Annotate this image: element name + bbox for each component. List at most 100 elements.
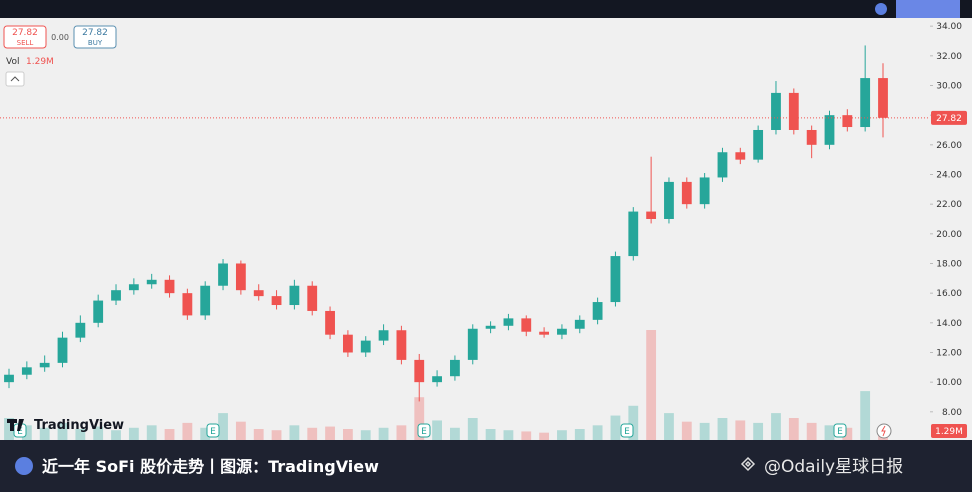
volume-bar [182,422,193,440]
earnings-box [833,423,847,438]
candle-body [878,78,888,118]
candle-body [414,359,425,383]
volume-bar [271,430,282,440]
volume-bar [164,429,175,440]
candle-body [325,310,335,335]
volume-bar [307,427,318,440]
y-tick-label: 10.00 [936,378,962,388]
candle-body [753,129,764,160]
candle-body [360,340,371,353]
watermark-icon [740,456,756,472]
candle-body [610,256,621,303]
volume-bar [717,418,728,440]
lightning-icon [881,425,886,437]
y-tick-label: 24.00 [936,170,962,180]
volume-title: Vol [6,57,19,67]
volume-bar [664,413,674,440]
candle-body [592,302,603,320]
volume-bar [414,397,425,440]
candle-body [842,115,853,128]
volume-bar [824,425,835,440]
candle-body [717,152,728,178]
volume-bar [699,422,710,440]
volume-bar [771,413,781,440]
earnings-box [417,423,431,438]
candle-body [450,359,460,377]
candle-body [503,318,514,326]
candle-body [111,290,121,301]
y-tick-label: 18.00 [936,259,962,269]
candle-body [557,328,567,335]
logo-text: TradingView [34,418,124,433]
volume-bar [592,425,603,440]
caption: 近一年 SoFi 股价走势丨图源：TradingView [42,457,379,476]
volume-bar [450,427,460,440]
volume-value: 1.29M [26,57,54,67]
collapse-button[interactable] [5,71,25,87]
candle-body [806,129,817,145]
volume-box [931,424,967,438]
earnings-marker: E [421,427,427,437]
candle-body [235,263,246,291]
watermark: @Odaily星球日报 [764,457,903,477]
candle-body [664,181,674,219]
volume-bar [93,426,104,440]
candle-body [860,78,871,128]
top-dot [875,3,887,15]
earnings-marker: E [837,427,843,437]
sell-box[interactable] [3,25,47,49]
candle-body [218,263,228,286]
volume-bar [521,431,532,440]
candle-body [93,300,104,323]
buy-label: BUY [88,39,103,47]
candle-body [253,290,264,297]
top-bar [0,0,972,18]
y-tick-label: 16.00 [936,289,962,299]
volume-bar [628,405,639,440]
volume-bar [75,429,86,440]
earnings-marker: E [210,427,216,437]
volume-bar [735,420,746,440]
candle-body [4,374,14,383]
candle-body [289,285,300,306]
buy-price: 27.82 [82,28,108,38]
candle-body [539,331,550,335]
volume-bar [557,430,567,440]
candle-body [21,367,32,375]
earnings-marker: E [17,427,23,437]
candle-body [146,279,157,285]
earnings-marker: E [624,427,630,437]
volume-bar [753,422,764,440]
volume-bar [681,421,692,440]
last-price-box [931,110,967,125]
volume-bar [360,430,371,440]
chart-area [0,18,972,440]
candle-body [307,285,318,311]
y-tick-label: 26.00 [936,141,962,151]
volume-bar [218,413,228,440]
sell-price: 27.82 [12,28,38,38]
y-tick-label: 12.00 [936,348,962,358]
volume-bar [4,418,14,440]
candle-body [75,322,86,338]
candle-body [646,211,657,219]
candle-body [467,328,478,360]
candle-body [735,152,746,160]
candle-body [182,293,193,316]
volume-bar [574,429,585,440]
buy-box[interactable] [73,25,117,49]
volume-bar [432,420,442,440]
volume-bar [342,429,353,440]
volume-bar [200,427,211,440]
candle-body [681,181,692,205]
y-tick-label: 22.00 [936,200,962,210]
volume-bar [806,422,817,440]
volume-bar [539,432,550,440]
candle-body [39,362,50,368]
candle-body [342,334,353,353]
candle-body [271,296,282,306]
volume-bar [610,415,621,440]
volume-bar [128,427,139,440]
volume-bar [860,391,871,440]
